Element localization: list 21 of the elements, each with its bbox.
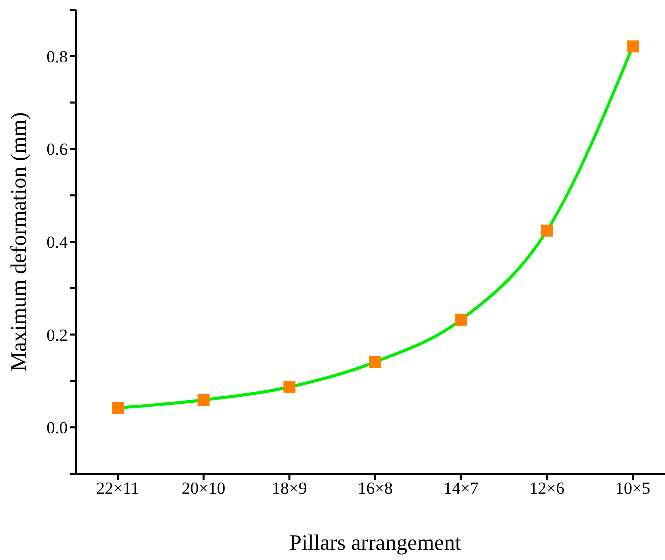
y-tick-label: 0.6 bbox=[46, 140, 68, 160]
x-tick-label: 14×7 bbox=[444, 479, 480, 498]
x-tick-label: 18×9 bbox=[272, 479, 308, 498]
x-tick-label: 10×5 bbox=[615, 479, 651, 498]
y-tick-label: 0.2 bbox=[46, 326, 68, 345]
point bbox=[112, 402, 124, 414]
point bbox=[627, 40, 639, 53]
point bbox=[370, 356, 382, 368]
y-axis-title: Maximum deformation (mm) bbox=[6, 112, 31, 372]
point bbox=[541, 224, 554, 237]
point bbox=[455, 314, 468, 326]
x-axis-title: Pillars arrangement bbox=[290, 530, 462, 555]
point bbox=[198, 394, 210, 406]
x-tick-label: 20×10 bbox=[182, 479, 226, 498]
x-tick-label: 22×11 bbox=[96, 479, 140, 498]
y-tick-label: 0.4 bbox=[46, 233, 68, 252]
x-tick-label: 12×6 bbox=[530, 479, 565, 498]
point bbox=[284, 381, 296, 394]
y-tick-label: 0.8 bbox=[46, 47, 68, 66]
x-tick-label: 16×8 bbox=[358, 479, 394, 498]
y-tick-label: 0.0 bbox=[46, 418, 68, 438]
